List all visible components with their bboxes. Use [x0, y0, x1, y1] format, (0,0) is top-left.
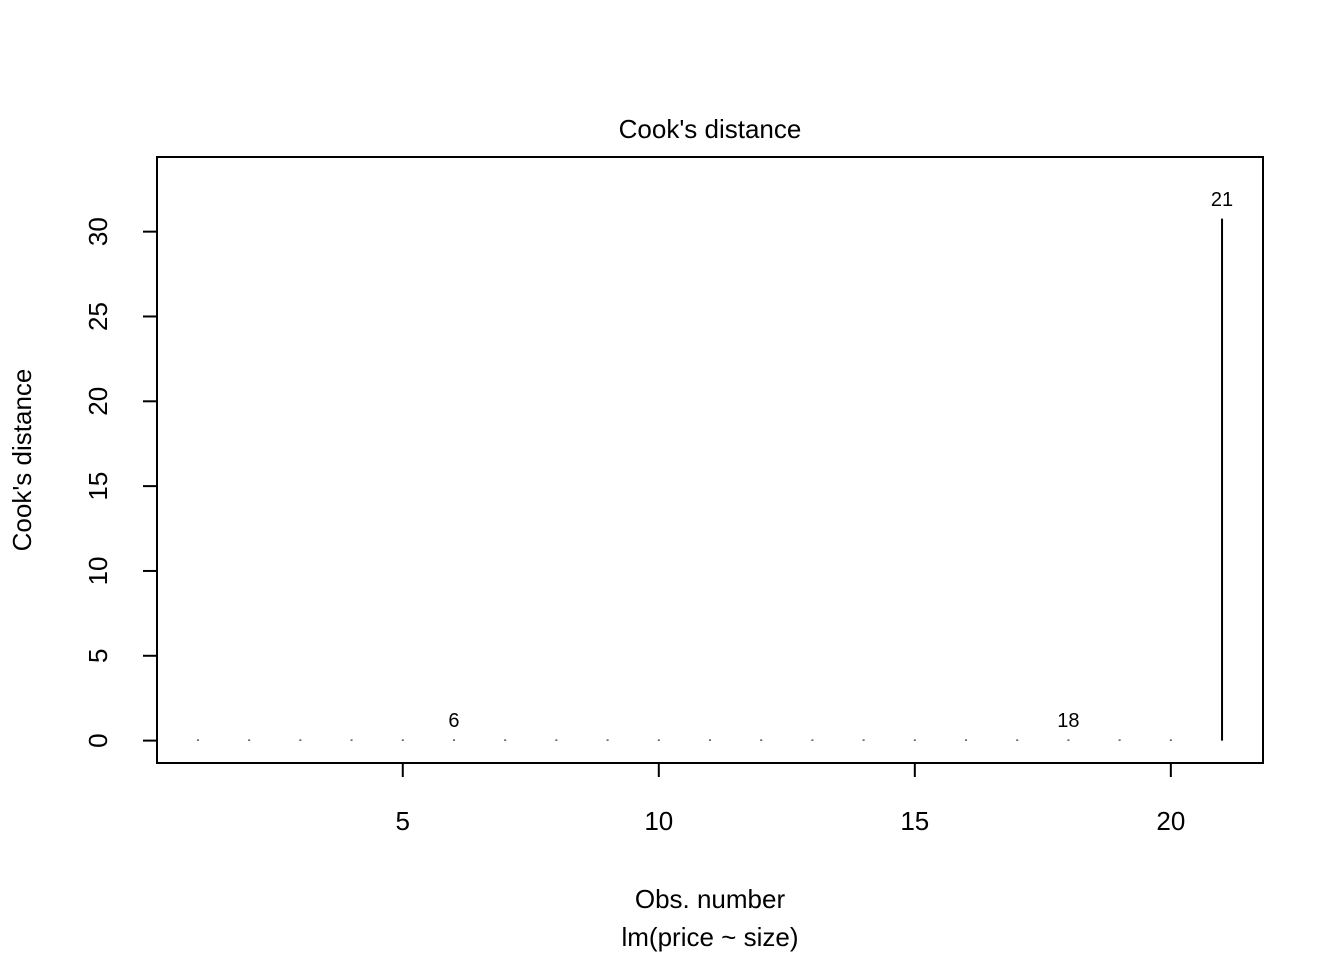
y-tick-label: 0: [83, 733, 113, 747]
y-tick-label: 10: [83, 556, 113, 585]
point-label: 21: [1211, 189, 1233, 211]
chart-title: Cook's distance: [619, 114, 802, 144]
y-axis-label: Cook's distance: [7, 369, 37, 552]
point-label: 18: [1057, 710, 1079, 732]
y-tick-label: 30: [83, 217, 113, 246]
point-label: 6: [448, 710, 459, 732]
x-tick-label: 10: [644, 806, 673, 836]
x-tick-label: 20: [1156, 806, 1185, 836]
y-tick-label: 20: [83, 387, 113, 416]
y-tick-label: 25: [83, 302, 113, 331]
subtitle: lm(price ~ size): [622, 922, 799, 952]
x-tick-label: 15: [900, 806, 929, 836]
x-axis-label: Obs. number: [635, 884, 786, 914]
y-tick-label: 5: [83, 649, 113, 663]
plot-frame: [156, 156, 1264, 764]
y-tick-label: 15: [83, 472, 113, 501]
x-tick-label: 5: [396, 806, 410, 836]
